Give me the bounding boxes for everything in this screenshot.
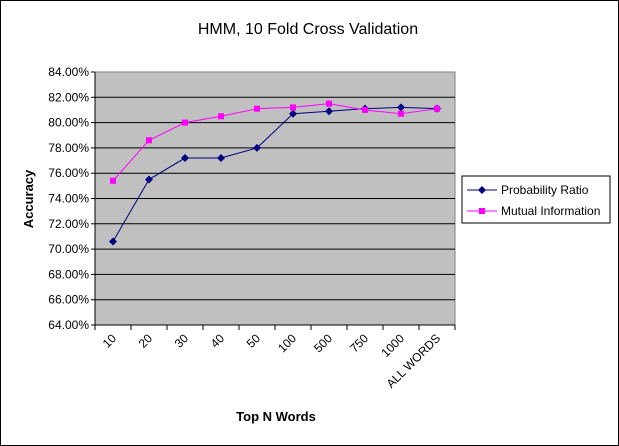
chart-title: HMM, 10 Fold Cross Validation bbox=[198, 21, 418, 38]
series-markers bbox=[109, 100, 441, 246]
y-tick-label: 66.00% bbox=[48, 293, 89, 307]
data-point bbox=[397, 103, 405, 112]
y-tick-label: 84.00% bbox=[48, 65, 89, 79]
gridlines bbox=[95, 96, 455, 301]
data-point bbox=[289, 109, 297, 118]
series-line bbox=[112, 106, 438, 242]
x-tick-label: 20 bbox=[136, 331, 156, 351]
y-tick-label: 76.00% bbox=[48, 166, 89, 180]
series-line bbox=[112, 103, 438, 182]
data-point bbox=[146, 137, 152, 144]
y-axis-label: Accuracy bbox=[21, 169, 36, 228]
y-tick-label: 78.00% bbox=[48, 141, 89, 155]
data-point bbox=[110, 177, 116, 184]
data-point bbox=[109, 237, 117, 246]
data-point bbox=[325, 107, 333, 116]
series-lines bbox=[112, 103, 438, 242]
data-point bbox=[217, 154, 225, 163]
y-tick-label: 64.00% bbox=[48, 318, 89, 332]
legend-marker bbox=[478, 186, 486, 194]
data-point bbox=[362, 106, 368, 113]
y-tick-label: 82.00% bbox=[48, 90, 89, 104]
data-point bbox=[254, 105, 260, 112]
data-point bbox=[181, 154, 189, 163]
data-point bbox=[218, 113, 224, 120]
legend: Probability Ratio Mutual Information bbox=[461, 175, 611, 224]
data-point bbox=[326, 100, 332, 107]
legend-marker bbox=[479, 208, 485, 214]
y-tick-label: 72.00% bbox=[48, 217, 89, 231]
y-tick-label: 74.00% bbox=[48, 192, 89, 206]
data-point bbox=[253, 143, 261, 152]
y-tick-label: 68.00% bbox=[48, 267, 89, 281]
x-axis-label: Top N Words bbox=[236, 409, 316, 424]
x-tick-label: 10 bbox=[100, 331, 120, 351]
data-point bbox=[182, 119, 188, 126]
x-tick-label: 50 bbox=[244, 331, 264, 351]
y-tick-label: 80.00% bbox=[48, 116, 89, 130]
x-tick-label: 500 bbox=[311, 331, 335, 355]
data-point bbox=[145, 175, 153, 184]
legend-box bbox=[461, 175, 611, 224]
x-tick-label: 30 bbox=[172, 331, 192, 351]
legend-label: Probability Ratio bbox=[501, 183, 589, 197]
y-tick-label: 70.00% bbox=[48, 242, 89, 256]
data-point bbox=[290, 104, 296, 111]
x-tick-label: 1000 bbox=[378, 331, 407, 360]
x-tick-label: 100 bbox=[275, 331, 299, 355]
data-point bbox=[434, 105, 440, 112]
data-point bbox=[398, 110, 404, 117]
legend-label: Mutual Information bbox=[501, 204, 600, 218]
x-tick-label: 40 bbox=[208, 331, 228, 351]
y-axis: 64.00% 66.00% 68.00% 70.00% 72.00% 74.00% 76.0… bbox=[48, 65, 96, 332]
x-tick-label: 750 bbox=[347, 331, 371, 355]
